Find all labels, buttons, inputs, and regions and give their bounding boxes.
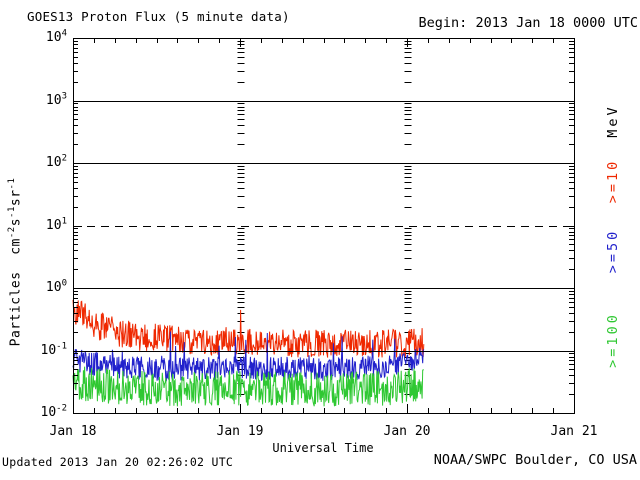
channel-label-10: >=10 <box>605 158 621 204</box>
y-tick-label: 10-2 <box>40 403 68 420</box>
y-tick-label: 100 <box>45 278 67 295</box>
x-tick-label: Jan 21 <box>550 424 598 439</box>
x-tick-label: Jan 19 <box>216 424 264 439</box>
y-tick-label: 104 <box>45 28 67 45</box>
y-tick-label: 10-1 <box>40 341 68 358</box>
series-100mev <box>72 366 424 407</box>
begin-time-label: Begin: 2013 Jan 18 0000 UTC <box>418 15 638 31</box>
y-tick-label: 103 <box>45 91 67 108</box>
y-axis-label: Particles cm-2s-1sr-1 <box>7 177 24 347</box>
x-tick-label: Jan 20 <box>383 424 431 439</box>
series-10mev <box>72 299 425 359</box>
x-tick-label: Jan 18 <box>49 424 97 439</box>
x-axis-label: Universal Time <box>272 441 374 455</box>
y-tick-label: 102 <box>45 153 67 170</box>
source-attribution: NOAA/SWPC Boulder, CO USA <box>433 452 637 468</box>
mev-unit-label: MeV <box>605 104 621 138</box>
series-50mev <box>72 331 425 382</box>
updated-timestamp: Updated 2013 Jan 20 02:26:02 UTC <box>2 455 234 469</box>
y-tick-label: 101 <box>45 216 67 233</box>
channel-label-50: >=50 <box>605 228 621 274</box>
channel-label-100: >=100 <box>605 312 621 368</box>
chart-title: GOES13 Proton Flux (5 minute data) <box>27 9 290 24</box>
